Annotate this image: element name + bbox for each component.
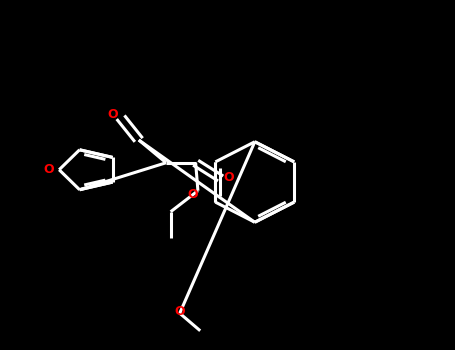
Text: O: O [223,171,234,184]
Text: O: O [174,305,185,318]
Text: O: O [107,108,118,121]
Text: O: O [187,188,198,202]
Text: O: O [44,163,55,176]
